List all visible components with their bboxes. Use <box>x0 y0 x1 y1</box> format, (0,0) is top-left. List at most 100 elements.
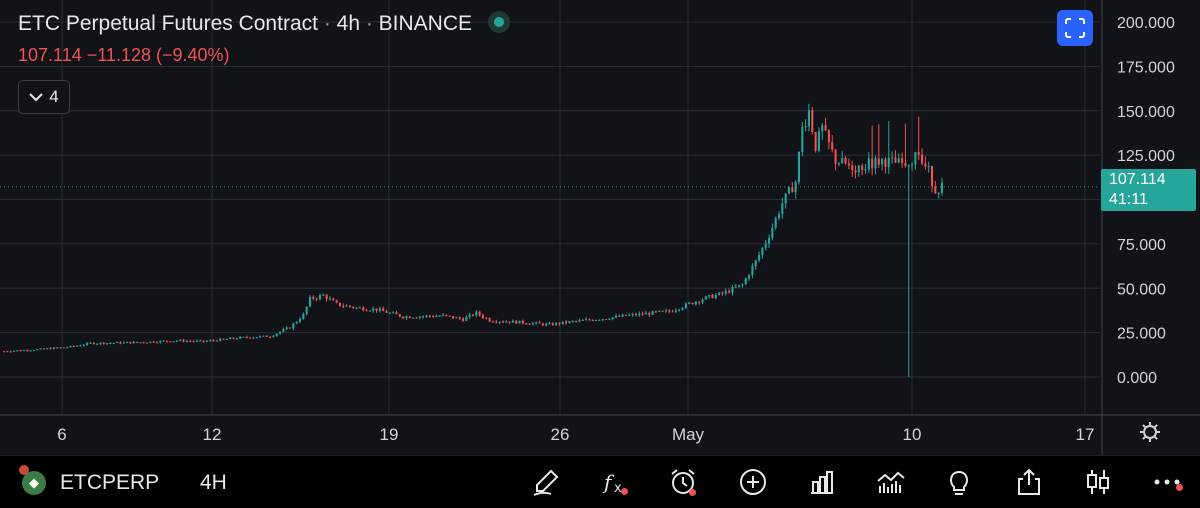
candle-body <box>448 315 451 317</box>
candle-body <box>714 294 717 299</box>
candle-body <box>871 158 874 169</box>
candle-body <box>578 320 581 322</box>
candle-body <box>711 295 714 299</box>
x-tick-label: 17 <box>1076 425 1095 444</box>
candle-body <box>764 243 767 248</box>
y-tick-label: 200.000 <box>1117 15 1175 32</box>
candle-body <box>551 323 554 326</box>
candle-body <box>56 347 59 349</box>
candle-body <box>242 336 245 338</box>
candle-body <box>59 347 62 349</box>
candle-body <box>52 347 55 350</box>
chart-header[interactable]: ETC Perpetual Futures Contract · 4h · BI… <box>18 11 510 36</box>
bar-countdown: 41:11 <box>1109 191 1148 208</box>
candle-body <box>801 126 804 152</box>
candle-body <box>894 157 897 163</box>
candle-body <box>435 316 438 318</box>
add-button[interactable] <box>735 464 771 500</box>
candle-body <box>664 310 667 312</box>
candle-body <box>285 327 288 330</box>
candle-body <box>708 295 711 297</box>
candle-body <box>558 322 561 325</box>
candle-body <box>481 315 485 318</box>
candle-body <box>69 346 72 348</box>
candle-body <box>415 317 418 319</box>
alert-button[interactable] <box>665 464 701 500</box>
candle-body <box>844 157 847 164</box>
candle-body <box>598 319 601 321</box>
candle-body <box>229 337 232 339</box>
fullscreen-button[interactable] <box>1057 10 1093 46</box>
candle-body <box>535 322 538 324</box>
share-button[interactable] <box>1011 464 1047 500</box>
symbol-selector[interactable]: ◆ ETCPERP <box>19 465 159 495</box>
candle-body <box>159 340 162 343</box>
candle-body <box>352 306 355 308</box>
settings-icon[interactable] <box>1140 422 1160 442</box>
candle-body <box>581 319 584 321</box>
x-tick-label: 26 <box>551 425 570 444</box>
compare-button[interactable] <box>873 464 909 500</box>
candle-body <box>458 317 461 319</box>
candle-body <box>312 296 315 299</box>
candle-body <box>924 163 927 167</box>
candle-body <box>36 349 39 351</box>
chart-type-button[interactable] <box>1080 464 1116 500</box>
x-tick-label: 6 <box>57 425 66 444</box>
candle-body <box>412 317 415 319</box>
more-button[interactable] <box>1149 464 1185 500</box>
candle-body <box>741 284 744 286</box>
candle-body <box>861 165 864 171</box>
last-price: 107.114 <box>18 45 82 65</box>
candle-body <box>259 336 262 338</box>
candle-body <box>505 321 508 323</box>
candle-body <box>724 290 727 294</box>
chart-area[interactable]: 200.000 175.000 150.000 125.000 10 0.000 75.00… <box>0 0 1200 455</box>
indicators-toggle[interactable]: 4 <box>18 80 70 114</box>
interval-selector[interactable]: 4H <box>200 471 227 494</box>
market-status-icon <box>487 11 510 33</box>
draw-button[interactable] <box>528 464 564 500</box>
candle-body <box>854 170 857 173</box>
candle-body <box>112 342 115 344</box>
indicators-button[interactable]: f x <box>597 464 633 500</box>
candle-body <box>734 286 737 288</box>
candle-body <box>691 302 694 305</box>
x-tick-label: May <box>672 425 705 444</box>
candle-body <box>375 308 378 311</box>
candle-body <box>545 323 548 326</box>
candle-body <box>471 314 475 316</box>
ideas-button[interactable] <box>941 464 977 500</box>
candle-body <box>475 311 478 316</box>
financials-button[interactable] <box>804 464 840 500</box>
candle-body <box>927 165 930 167</box>
candle-body <box>674 310 677 312</box>
candle-body <box>787 187 791 194</box>
candle-body <box>831 142 834 150</box>
candle-body <box>874 158 877 169</box>
candle-body <box>76 345 79 347</box>
candles-icon <box>1087 470 1109 494</box>
candle-body <box>172 341 175 343</box>
candle-body <box>29 350 32 352</box>
candle-body <box>791 187 794 193</box>
y-tick-label: 25.000 <box>1117 326 1166 343</box>
candle-body <box>771 227 774 239</box>
candle-body <box>794 182 797 193</box>
candle-body <box>521 320 524 324</box>
current-price-label: 107.114 41:11 <box>1101 169 1196 211</box>
candle-body <box>452 316 455 319</box>
candle-body <box>528 323 531 325</box>
candle-body <box>325 294 328 300</box>
candle-body <box>525 323 528 325</box>
candle-body <box>265 335 268 337</box>
candle-body <box>804 126 807 128</box>
candle-body <box>385 311 388 313</box>
bar-chart-icon <box>811 471 833 494</box>
candle-body <box>694 301 697 305</box>
price-chart[interactable]: 200.000 175.000 150.000 125.000 10 0.000 75.00… <box>0 0 1200 455</box>
candle-body <box>22 350 25 352</box>
candle-body <box>728 290 731 293</box>
candle-body <box>485 317 488 319</box>
candle-body <box>245 336 248 338</box>
